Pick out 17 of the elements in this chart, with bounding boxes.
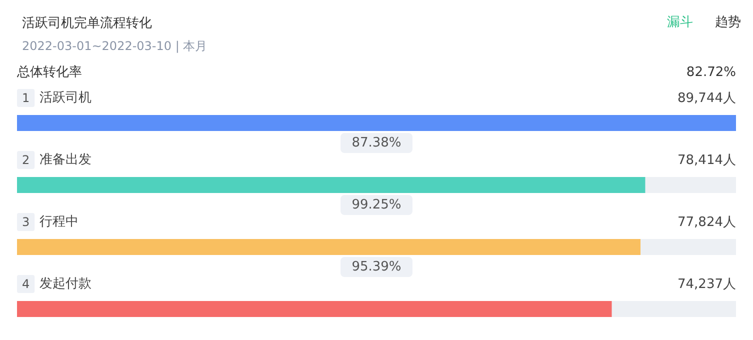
text: 漏斗 bbox=[667, 15, 693, 30]
data-label: 74,237人 bbox=[678, 277, 736, 292]
annotation: 87.38% bbox=[352, 136, 402, 150]
text: 趋势 bbox=[715, 15, 741, 30]
annotation: 总体转化率 bbox=[16, 64, 82, 80]
y-tick-label: 3 行程中 bbox=[22, 214, 79, 230]
y-tick-label: 2 准备出发 bbox=[22, 152, 92, 168]
data-label: 89,744人 bbox=[678, 91, 736, 106]
annotation: 99.25% bbox=[352, 198, 402, 212]
chart-title: 活跃司机完单流程转化 bbox=[22, 15, 152, 31]
annotation: 95.39% bbox=[352, 260, 402, 274]
annotation: 82.72% bbox=[686, 65, 736, 80]
y-tick-label: 1 活跃司机 bbox=[22, 90, 92, 106]
data-label: 78,414人 bbox=[678, 153, 736, 168]
y-tick-label: 4 发起付款 bbox=[22, 276, 92, 292]
chart-subtitle: 2022-03-01~2022-03-10 | 本月 bbox=[22, 39, 208, 53]
data-label: 77,824人 bbox=[678, 215, 736, 230]
